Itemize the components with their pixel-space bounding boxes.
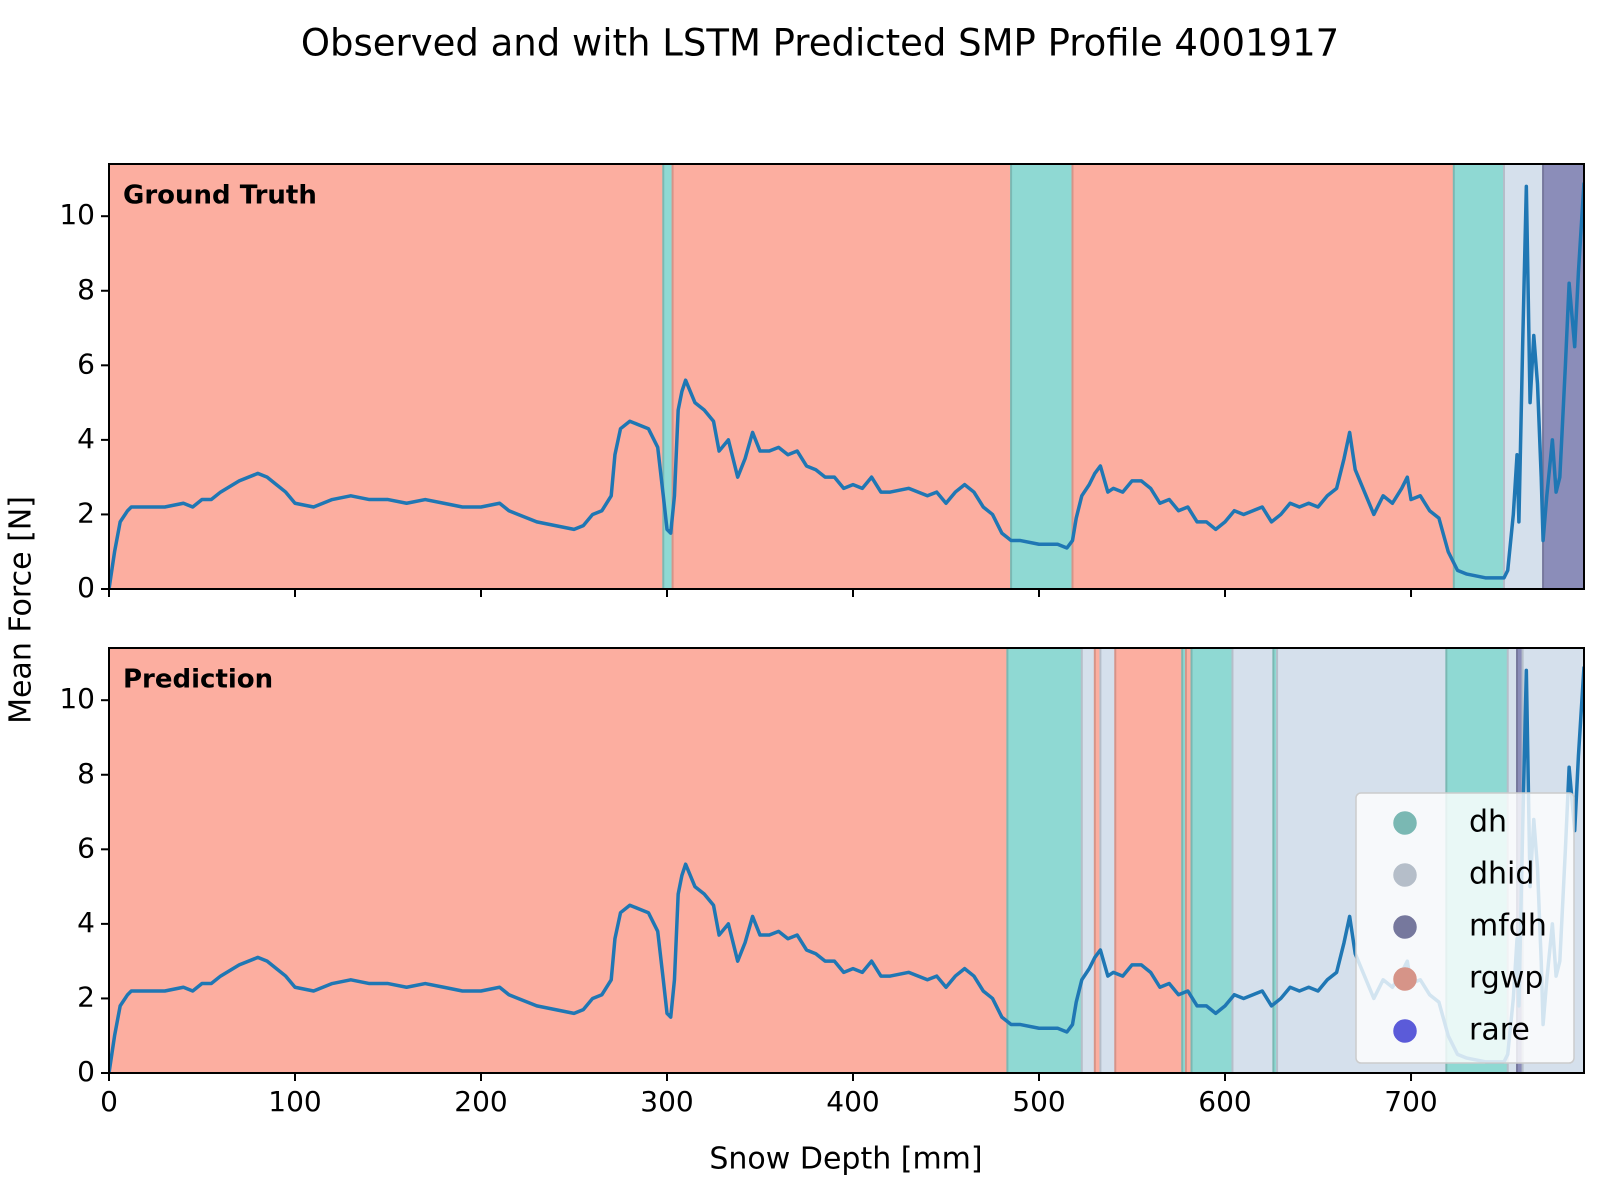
- legend-label: dhid: [1469, 857, 1534, 892]
- panel: 0 2 4 6 8 10 Ground Truth: [59, 163, 1585, 604]
- y-tick-label: 8: [77, 757, 95, 790]
- class-span: [1006, 647, 1083, 1074]
- legend-marker: [1393, 811, 1417, 835]
- y-tick-label: 2: [77, 496, 95, 529]
- y-tick-label: 6: [77, 831, 95, 864]
- class-span: [1081, 647, 1096, 1074]
- x-tick-label: 300: [640, 1085, 693, 1118]
- y-tick-label: 0: [77, 571, 95, 604]
- x-tick-label: 0: [100, 1085, 118, 1118]
- class-span: [1231, 647, 1275, 1074]
- x-tick-label: 700: [1384, 1085, 1437, 1118]
- y-tick-label: 10: [59, 682, 95, 715]
- axes-frame: [108, 647, 1585, 1074]
- x-tick-label: 500: [1012, 1085, 1065, 1118]
- legend-label: mfdh: [1469, 909, 1547, 944]
- class-span: [1114, 647, 1183, 1074]
- legend-marker: [1393, 1019, 1417, 1043]
- legend-marker: [1393, 967, 1417, 991]
- legend-label: rgwp: [1469, 961, 1543, 996]
- y-tick-label: 10: [59, 198, 95, 231]
- legend-marker: [1393, 863, 1417, 887]
- x-tick-label: 200: [454, 1085, 507, 1118]
- class-span: [108, 647, 1009, 1074]
- legend-marker: [1393, 915, 1417, 939]
- y-tick-label: 4: [77, 906, 95, 939]
- x-tick-label: 600: [1198, 1085, 1251, 1118]
- x-tick-label: 400: [826, 1085, 879, 1118]
- x-tick-label: 100: [268, 1085, 321, 1118]
- class-span: [108, 163, 665, 590]
- class-span: [671, 163, 1012, 590]
- x-axis-label: Snow Depth [mm]: [709, 1142, 982, 1177]
- y-tick-label: 8: [77, 273, 95, 306]
- class-span: [1010, 163, 1074, 590]
- y-tick-label: 0: [77, 1055, 95, 1088]
- y-tick-label: 2: [77, 980, 95, 1013]
- legend-label: dh: [1469, 805, 1507, 840]
- panel-label: Prediction: [123, 665, 273, 695]
- legend-label: rare: [1469, 1013, 1530, 1048]
- y-axis-label: Mean Force [N]: [4, 496, 39, 724]
- chart-title: Observed and with LSTM Predicted SMP Pro…: [301, 22, 1339, 65]
- legend-box: [1355, 792, 1575, 1064]
- panel-label: Ground Truth: [123, 181, 317, 211]
- y-tick-label: 4: [77, 422, 95, 455]
- class-span: [1071, 163, 1455, 590]
- force-line: [109, 182, 1584, 589]
- y-tick-label: 6: [77, 347, 95, 380]
- class-span: [1453, 163, 1505, 590]
- class-span: [1099, 647, 1117, 1074]
- axes-frame: [108, 163, 1585, 590]
